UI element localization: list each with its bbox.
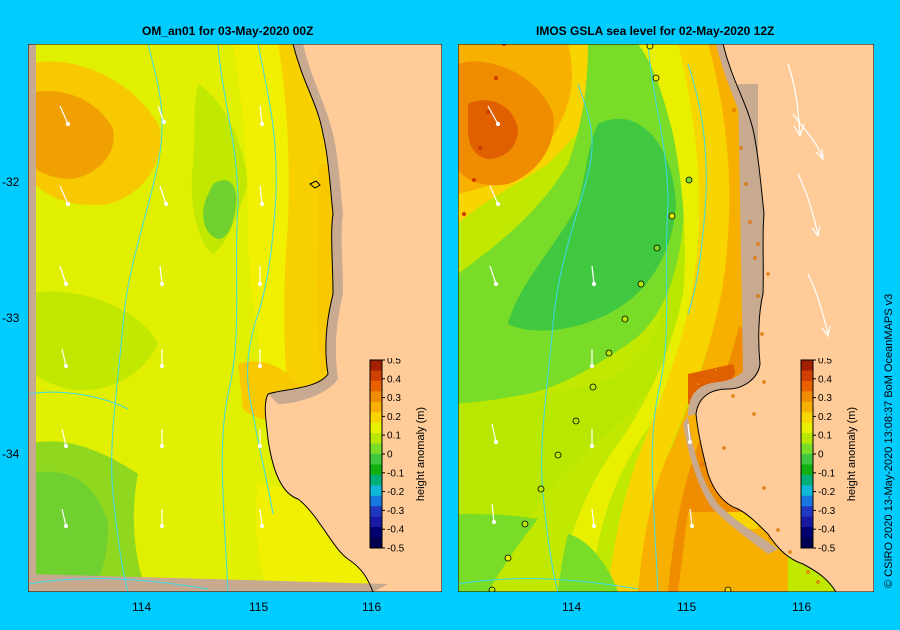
colorbar-tick-label: 0.5 — [818, 358, 832, 367]
colorbar-tick-label: -0.5 — [387, 544, 405, 555]
colorbar-tick-label: 0.2 — [387, 412, 401, 423]
colorbar-tick-label: -0.1 — [387, 468, 405, 479]
colorbar-swatch — [370, 537, 382, 549]
colorbar-left-label: height anomaly (m) — [415, 407, 427, 501]
colorbar-swatch — [370, 360, 382, 371]
colorbar-swatch — [370, 495, 382, 507]
colorbar-tick-label: 0.3 — [818, 393, 832, 404]
colorbar-tick-label: 0.1 — [387, 431, 401, 442]
colorbar-swatch — [801, 537, 813, 549]
colorbar-swatch — [801, 485, 813, 497]
colorbar-swatch — [801, 516, 813, 528]
colorbar-swatch — [801, 360, 813, 371]
lat-label-32: -32 — [2, 175, 20, 189]
colorbar-swatch — [801, 495, 813, 507]
colorbar-swatch — [370, 391, 382, 403]
colorbar-swatch — [370, 380, 382, 392]
colorbar-swatch — [801, 370, 813, 382]
colorbar-swatch — [370, 464, 382, 476]
lon-label-116-left: 116 — [362, 600, 382, 614]
colorbar-tick-label: 0 — [387, 450, 393, 461]
panel-right-title: IMOS GSLA sea level for 02-May-2020 12Z — [536, 24, 775, 38]
colorbar-swatch — [370, 401, 382, 413]
colorbar-right: 0.5 0.4 0.3 0.2 0.1 0 -0.1 -0.2 -0.3 -0.4 -0.5 hei… — [800, 358, 858, 555]
lon-label-114-left: 114 — [132, 600, 152, 614]
colorbar-swatch — [370, 454, 382, 465]
colorbar-swatch — [370, 422, 382, 434]
lon-label-115-left: 115 — [249, 600, 269, 614]
colorbar-swatch — [801, 454, 813, 465]
colorbar-swatch — [370, 443, 382, 455]
colorbar-swatch — [801, 422, 813, 434]
colorbar-swatch — [801, 412, 813, 424]
colorbar-swatch — [801, 433, 813, 445]
colorbar-tick-label: -0.1 — [818, 468, 836, 479]
colorbar-tick-label: 0.3 — [387, 393, 401, 404]
colorbar-swatch — [801, 391, 813, 403]
colorbar-tick-label: -0.4 — [387, 525, 405, 536]
colorbar-tick-label: -0.5 — [818, 544, 836, 555]
panel-left-title: OM_an01 for 03-May-2020 00Z — [142, 24, 314, 38]
colorbar-tick-label: 0.4 — [818, 374, 832, 385]
colorbar-tick-label: -0.2 — [387, 487, 405, 498]
colorbar-swatch — [370, 485, 382, 497]
colorbar-swatch — [370, 433, 382, 445]
lon-label-114-right: 114 — [562, 600, 582, 614]
colorbar-swatch — [801, 474, 813, 486]
colorbar-swatch — [370, 506, 382, 518]
colorbar-swatch — [801, 506, 813, 518]
colorbar-tick-label: 0.5 — [387, 358, 401, 367]
model-sea-level-map — [28, 44, 442, 592]
lon-label-116-right: 116 — [792, 600, 812, 614]
colorbar-tick-label: 0.4 — [387, 374, 401, 385]
colorbar-swatch — [801, 443, 813, 455]
colorbar-swatch — [801, 401, 813, 413]
colorbar-swatch — [370, 370, 382, 382]
colorbar-tick-label: 0 — [818, 450, 824, 461]
colorbar-tick-label: -0.4 — [818, 525, 836, 536]
lon-label-115-right: 115 — [677, 600, 697, 614]
land-australia — [265, 44, 442, 592]
colorbar-swatch — [370, 527, 382, 539]
lat-label-34: -34 — [2, 447, 20, 461]
colorbar-swatch — [370, 412, 382, 424]
colorbar-tick-label: -0.2 — [818, 487, 836, 498]
colorbar-tick-label: 0.1 — [818, 431, 832, 442]
colorbar-tick-label: 0.2 — [818, 412, 832, 423]
colorbar-swatch — [370, 474, 382, 486]
colorbar-tick-label: -0.3 — [818, 506, 836, 517]
colorbar-swatch — [801, 464, 813, 476]
colorbar-right-label: height anomaly (m) — [846, 407, 858, 501]
colorbar-swatch — [801, 527, 813, 539]
lat-label-33: -33 — [2, 311, 20, 325]
colorbar-swatch — [801, 380, 813, 392]
credit-text: © CSIRO 2020 13-May-2020 13:08:37 BoM Oc… — [883, 293, 895, 588]
colorbar-tick-label: -0.3 — [387, 506, 405, 517]
colorbar-left: 0.5 0.4 0.3 0.2 0.1 0 -0.1 -0.2 -0.3 -0.4 -0.5 hei… — [369, 358, 427, 555]
colorbar-swatch — [370, 516, 382, 528]
